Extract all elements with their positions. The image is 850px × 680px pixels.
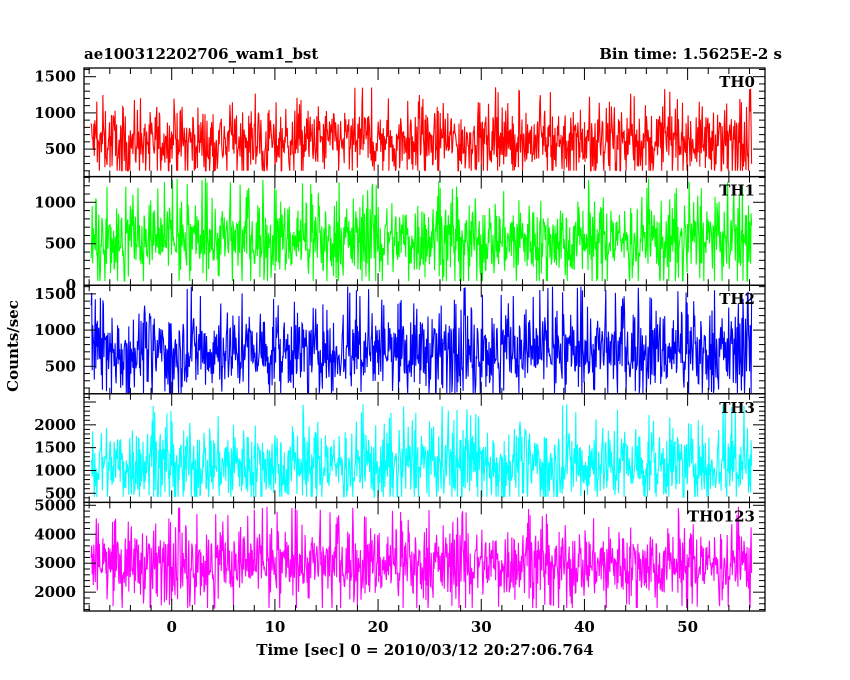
x-axis-label: Time [sec] 0 = 2010/03/12 20:27:06.764	[256, 641, 594, 659]
x-tick-label: 10	[264, 618, 285, 636]
chart-title: ae100312202706_wam1_bst	[84, 45, 319, 63]
series-line-th2	[90, 286, 753, 394]
panel-label-th0: TH0	[719, 73, 755, 91]
x-tick-label: 20	[368, 618, 389, 636]
panel-label-th2: TH2	[719, 290, 755, 308]
y-tick-label: 5000	[34, 496, 76, 514]
y-tick-label: 2000	[34, 583, 76, 601]
series-line-th3	[90, 404, 753, 498]
y-tick-label: 1500	[34, 68, 76, 86]
panel-label-th0123: TH0123	[688, 507, 755, 525]
x-tick-label: 30	[471, 618, 492, 636]
y-tick-label: 500	[45, 484, 76, 502]
y-tick-label: 1000	[34, 104, 76, 122]
y-tick-label: 1500	[34, 285, 76, 303]
y-tick-label: 3000	[34, 554, 76, 572]
panel-label-th3: TH3	[719, 399, 755, 417]
y-tick-label: 1000	[34, 193, 76, 211]
y-tick-label: 500	[45, 235, 76, 253]
panel-frame-th0123	[83, 501, 766, 612]
series-line-th1	[90, 177, 753, 282]
y-tick-label: 500	[45, 140, 76, 158]
series-line-th0	[90, 87, 753, 172]
bin-time-label: Bin time: 1.5625E-2 s	[599, 45, 782, 63]
y-tick-label: 1000	[34, 321, 76, 339]
y-tick-label: 1500	[34, 439, 76, 457]
x-tick-label: 0	[166, 618, 176, 636]
y-axis-label: Counts/sec	[4, 300, 22, 392]
y-tick-label: 2000	[34, 416, 76, 434]
y-tick-label: 0	[66, 276, 76, 294]
x-tick-label: 50	[677, 618, 698, 636]
y-tick-label: 500	[45, 357, 76, 375]
series-line-th0123	[90, 506, 753, 609]
x-tick-label: 40	[574, 618, 595, 636]
y-tick-label: 1000	[34, 461, 76, 479]
y-tick-label: 4000	[34, 525, 76, 543]
panel-label-th1: TH1	[719, 182, 755, 200]
